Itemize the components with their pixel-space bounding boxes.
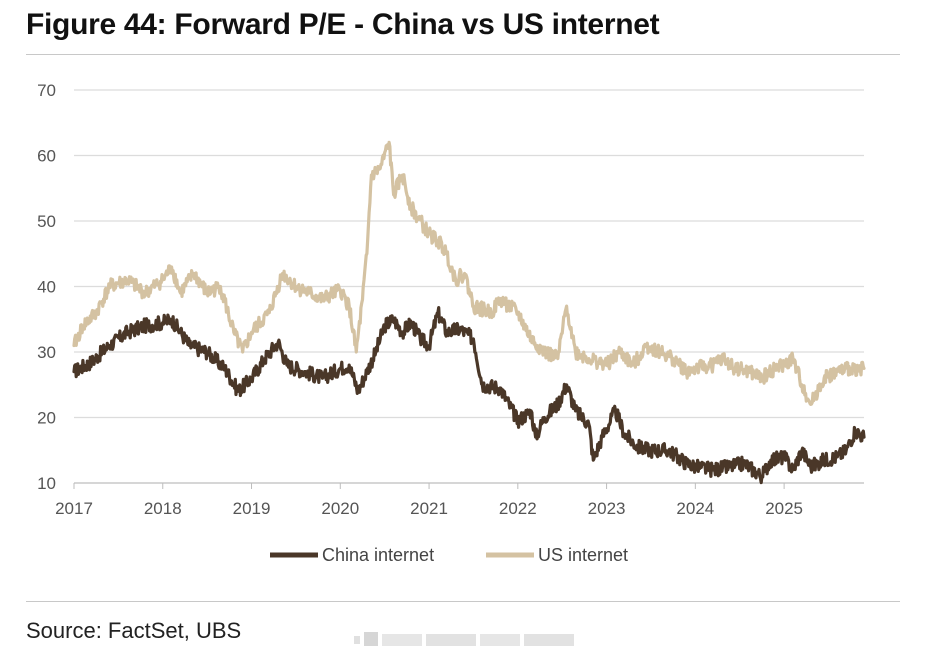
x-tick-label-2017: 2017: [55, 499, 93, 518]
watermark-image: [354, 632, 574, 646]
y-tick-label-50: 50: [37, 212, 56, 231]
x-tick-label-2019: 2019: [233, 499, 271, 518]
legend-label-us-internet: US internet: [538, 545, 628, 565]
bottom-divider: [26, 601, 900, 602]
y-tick-label-70: 70: [37, 81, 56, 100]
y-tick-label-60: 60: [37, 147, 56, 166]
x-tick-label-2024: 2024: [676, 499, 714, 518]
x-tick-label-2018: 2018: [144, 499, 182, 518]
x-tick-label-2021: 2021: [410, 499, 448, 518]
source-note: Source: FactSet, UBS: [26, 618, 242, 643]
series-lines: [72, 140, 866, 485]
figure-title: Figure 44: Forward P/E - China vs US int…: [26, 8, 660, 41]
legend-label-china-internet: China internet: [322, 545, 434, 565]
y-tick-label-20: 20: [37, 409, 56, 428]
x-tick-label-2022: 2022: [499, 499, 537, 518]
y-axis-ticks: 10 20 30 40 50 60 70: [37, 81, 56, 493]
y-tick-label-10: 10: [37, 474, 56, 493]
x-tick-label-2023: 2023: [588, 499, 626, 518]
x-tick-label-2025: 2025: [765, 499, 803, 518]
y-tick-label-40: 40: [37, 278, 56, 297]
y-tick-label-30: 30: [37, 343, 56, 362]
x-axis-ticks: 2017 2018 2019 2020 2021 2022 2023 2024 2025: [55, 483, 803, 518]
x-tick-label-2020: 2020: [321, 499, 359, 518]
series-line-us-internet: [72, 140, 866, 406]
legend: China internet US internet: [270, 545, 628, 565]
series-line-china-internet: [72, 306, 866, 485]
top-divider: [26, 54, 900, 55]
